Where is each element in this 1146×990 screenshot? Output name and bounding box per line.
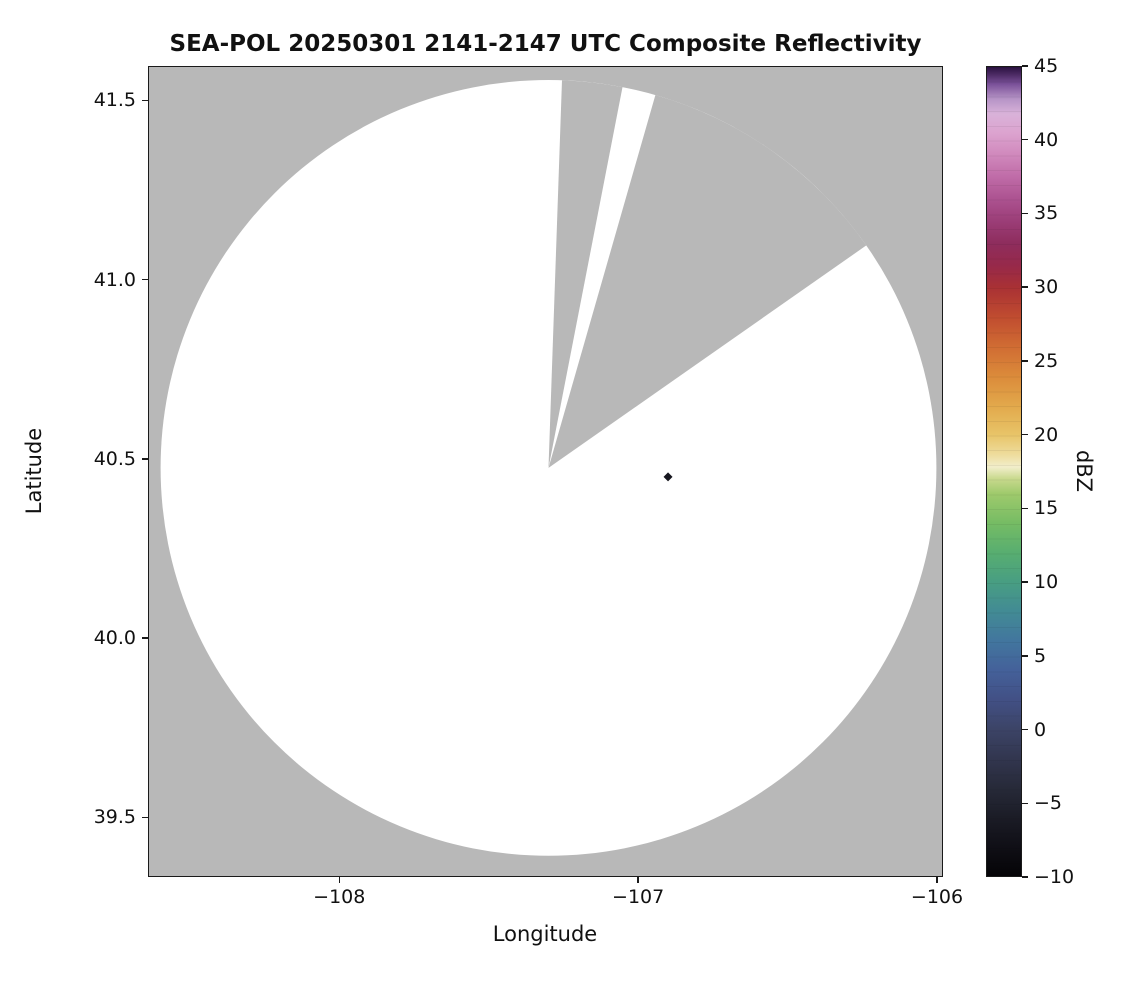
x-tick-mark — [637, 877, 639, 883]
echo-point — [663, 472, 673, 482]
blocked-sector — [548, 80, 623, 468]
colorbar-tick-mark — [1022, 286, 1028, 288]
colorbar-tick-label: 30 — [1034, 276, 1059, 299]
y-tick-mark — [141, 278, 148, 281]
colorbar-tick-mark — [1022, 802, 1028, 805]
colorbar-tick-label: 5 — [1034, 644, 1047, 667]
colorbar-tick-label: 25 — [1034, 349, 1059, 372]
colorbar — [986, 66, 1022, 877]
y-tick-label: 39.5 — [93, 806, 136, 829]
y-tick-mark — [141, 458, 148, 460]
colorbar-tick-label: 0 — [1034, 718, 1047, 741]
colorbar-tick-mark — [1022, 212, 1028, 215]
colorbar-tick-label: 40 — [1034, 128, 1059, 151]
colorbar-tick-mark — [1022, 581, 1028, 583]
y-tick-mark — [141, 99, 148, 102]
blocked-sector — [548, 95, 867, 468]
x-tick-label: −107 — [612, 886, 665, 908]
y-tick-label: 40.5 — [93, 447, 136, 470]
colorbar-tick-mark — [1022, 138, 1028, 141]
x-axis-label: Longitude — [492, 922, 598, 946]
colorbar-tick-label: −10 — [1034, 866, 1075, 888]
x-tick-label: −106 — [910, 886, 964, 908]
colorbar-tick-mark — [1022, 507, 1028, 510]
y-tick-label: 41.5 — [93, 89, 136, 112]
colorbar-tick-label: 15 — [1034, 497, 1059, 520]
y-tick-mark — [141, 637, 148, 639]
colorbar-tick-mark — [1022, 728, 1028, 731]
colorbar-gradient — [987, 67, 1021, 876]
colorbar-tick-mark — [1022, 65, 1028, 67]
colorbar-tick-label: 20 — [1034, 423, 1059, 446]
colorbar-tick-label: 35 — [1034, 202, 1059, 225]
colorbar-tick-label: 10 — [1034, 571, 1059, 594]
x-tick-mark — [936, 877, 938, 883]
plot-area — [148, 66, 943, 877]
colorbar-tick-mark — [1022, 655, 1028, 657]
y-tick-label: 41.0 — [93, 268, 136, 291]
colorbar-bands — [987, 67, 1021, 876]
colorbar-tick-label: 45 — [1034, 55, 1059, 77]
colorbar-tick-mark — [1022, 360, 1028, 362]
y-tick-mark — [141, 816, 148, 819]
x-tick-label: −108 — [313, 886, 366, 908]
colorbar-tick-mark — [1022, 433, 1028, 436]
colorbar-tick-label: −5 — [1034, 792, 1063, 815]
radar-coverage-svg — [148, 66, 943, 877]
colorbar-label: dBZ — [1072, 449, 1096, 493]
chart-title: SEA-POL 20250301 2141-2147 UTC Composite… — [169, 31, 922, 57]
y-axis-label: Latitude — [22, 427, 46, 515]
colorbar-tick-mark — [1022, 876, 1028, 878]
y-tick-label: 40.0 — [93, 627, 136, 650]
x-tick-mark — [338, 877, 341, 883]
